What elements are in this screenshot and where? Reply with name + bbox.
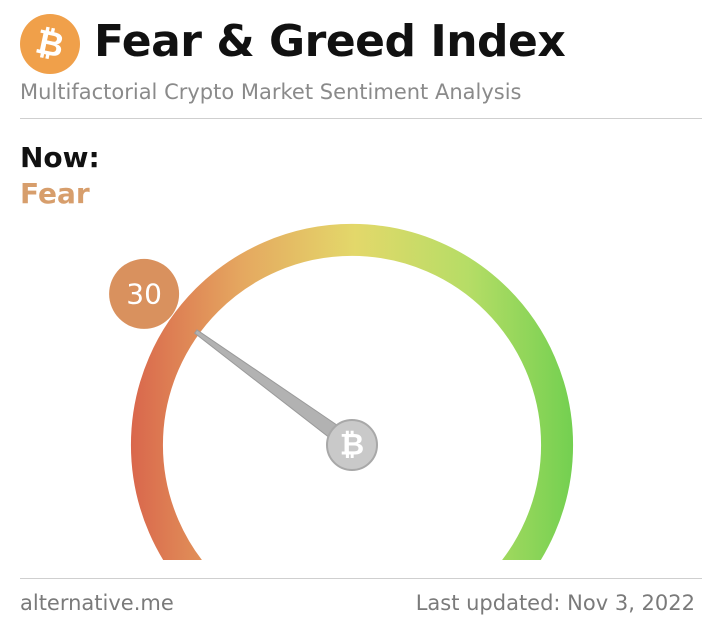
value-badge-text: 30 bbox=[126, 277, 162, 310]
fear-greed-gauge: ₿ 30 bbox=[109, 224, 573, 560]
top-divider bbox=[20, 118, 702, 119]
page-subtitle: Multifactorial Crypto Market Sentiment A… bbox=[20, 80, 522, 104]
source-link[interactable]: alternative.me bbox=[20, 591, 174, 615]
gauge-hub bbox=[326, 419, 378, 471]
sentiment-classification: Fear bbox=[20, 177, 90, 210]
bottom-divider bbox=[20, 578, 702, 579]
page-title: Fear & Greed Index bbox=[94, 16, 566, 67]
hub-bitcoin-icon: ₿ bbox=[340, 428, 364, 463]
header: ₿ Fear & Greed Index bbox=[20, 12, 700, 78]
value-badge bbox=[109, 258, 180, 329]
gauge-arc bbox=[131, 224, 573, 560]
now-label: Now: bbox=[20, 141, 100, 174]
last-updated: Last updated: Nov 3, 2022 bbox=[415, 591, 695, 615]
bitcoin-logo-icon: ₿ bbox=[20, 14, 80, 74]
